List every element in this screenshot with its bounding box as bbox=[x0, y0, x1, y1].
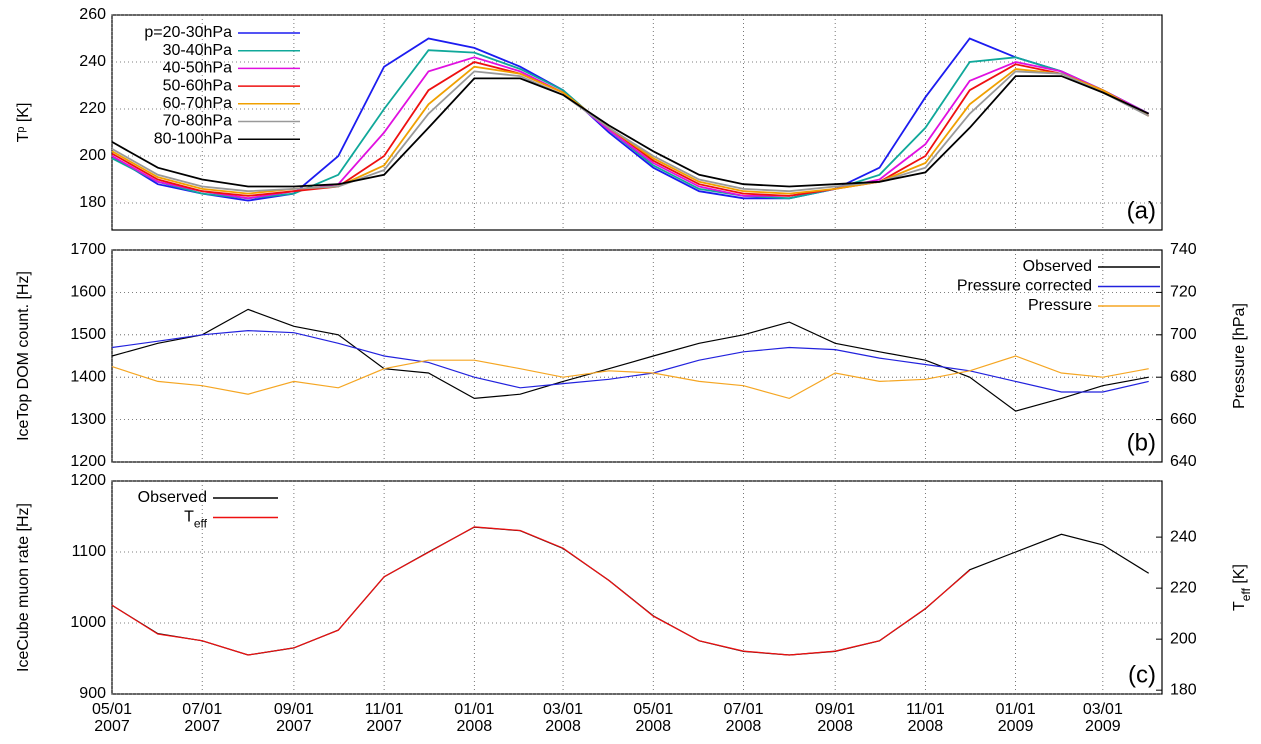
y2-tick-label: 200 bbox=[1170, 630, 1197, 647]
legend-label: Pressure corrected bbox=[957, 278, 1092, 295]
y-tick-label: 1000 bbox=[70, 614, 106, 631]
series-line bbox=[111, 329, 1149, 393]
x-tick-label: 07/01 2007 bbox=[182, 701, 222, 735]
y2-tick-label: 220 bbox=[1170, 579, 1197, 596]
series-line bbox=[111, 526, 971, 656]
y-tick-label: 220 bbox=[79, 100, 106, 117]
x-tick-label: 11/01 2007 bbox=[365, 701, 404, 735]
x-tick-label: 11/01 2008 bbox=[906, 701, 945, 735]
y-axis-label: IceCube muon rate [Hz] bbox=[15, 503, 32, 672]
series-line bbox=[111, 37, 1150, 202]
series-line bbox=[111, 61, 1150, 197]
y-tick-label: 1200 bbox=[70, 472, 106, 489]
x-tick-label: 03/01 2008 bbox=[543, 701, 583, 735]
panel-label: (c) bbox=[1128, 661, 1156, 688]
legend-label: Pressure bbox=[1028, 297, 1092, 314]
series-line bbox=[111, 56, 1150, 200]
y-tick-label: 1100 bbox=[72, 543, 107, 560]
y2-tick-label: 740 bbox=[1170, 241, 1197, 258]
y-tick-label: 200 bbox=[79, 147, 106, 164]
y2-tick-label: 240 bbox=[1170, 528, 1197, 545]
x-tick-label: 09/01 2007 bbox=[274, 701, 314, 735]
y2-tick-label: 640 bbox=[1170, 453, 1197, 470]
y-tick-label: 1300 bbox=[70, 411, 106, 428]
y2-axis-label: Teff [K] bbox=[1231, 564, 1253, 611]
legend-label: 30-40hPa bbox=[163, 42, 232, 59]
series-line bbox=[111, 49, 1150, 200]
y2-tick-label: 660 bbox=[1170, 411, 1197, 428]
y2-tick-label: 180 bbox=[1170, 681, 1197, 698]
series-line bbox=[111, 355, 1149, 400]
series-line bbox=[111, 526, 1150, 656]
y-axis-label: IceTop DOM count. [Hz] bbox=[15, 271, 32, 441]
y-tick-label: 1400 bbox=[70, 368, 106, 385]
y-axis-label: Tᵖ [K] bbox=[15, 103, 32, 143]
legend-label: 50-60hPa bbox=[163, 77, 232, 94]
series-line bbox=[111, 70, 1150, 193]
legend-label: 60-70hPa bbox=[163, 95, 232, 112]
y-tick-label: 1700 bbox=[70, 241, 106, 258]
series-line bbox=[111, 308, 1149, 412]
panel-label: (a) bbox=[1127, 197, 1156, 224]
legend-label: Observed bbox=[1023, 258, 1092, 275]
series-line bbox=[111, 75, 1150, 188]
x-tick-label: 01/01 2009 bbox=[996, 701, 1036, 735]
legend-label: Teff bbox=[184, 509, 208, 531]
x-tick-label: 03/01 2009 bbox=[1083, 701, 1123, 735]
legend-label: 70-80hPa bbox=[163, 113, 232, 130]
legend-label: 80-100hPa bbox=[154, 130, 232, 147]
legend-label: p=20-30hPa bbox=[144, 24, 232, 41]
y2-tick-label: 720 bbox=[1170, 284, 1197, 301]
y-tick-label: 260 bbox=[79, 6, 106, 23]
y-tick-label: 1200 bbox=[70, 453, 106, 470]
y2-axis-label: Pressure [hPa] bbox=[1231, 303, 1248, 409]
y-tick-label: 240 bbox=[79, 53, 106, 70]
legend-label: 40-50hPa bbox=[163, 60, 232, 77]
x-tick-label: 05/01 2008 bbox=[633, 701, 673, 735]
legend-label: Observed bbox=[138, 489, 207, 506]
y2-tick-label: 680 bbox=[1170, 368, 1197, 385]
y-tick-label: 1600 bbox=[70, 284, 106, 301]
panel-label: (b) bbox=[1127, 429, 1156, 456]
x-tick-label: 07/01 2008 bbox=[723, 701, 763, 735]
x-tick-label: 09/01 2008 bbox=[815, 701, 855, 735]
y2-tick-label: 700 bbox=[1170, 326, 1197, 343]
y-tick-label: 1500 bbox=[70, 326, 106, 343]
y-tick-label: 180 bbox=[79, 194, 106, 211]
x-tick-label: 01/01 2008 bbox=[454, 701, 494, 735]
x-tick-label: 05/01 2007 bbox=[92, 701, 132, 735]
panel-frame bbox=[111, 480, 1163, 695]
y-tick-label: 900 bbox=[79, 685, 106, 702]
